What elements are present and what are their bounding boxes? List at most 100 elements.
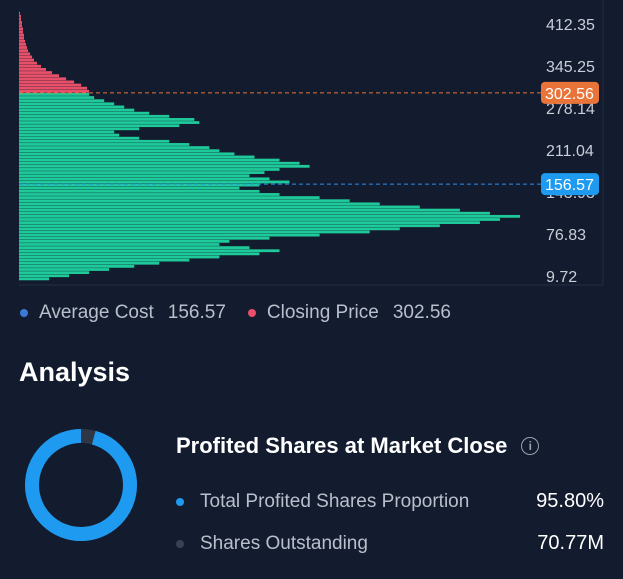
- profited-bar: [19, 102, 115, 106]
- profited-bar: [19, 180, 290, 184]
- profited-bar: [19, 96, 95, 99]
- trapped-bar: [19, 42, 27, 46]
- distribution-bars: [19, 11, 520, 281]
- profited-bar: [19, 146, 210, 149]
- profited-bar: [19, 136, 140, 140]
- closing-price-tag-bg: [541, 81, 599, 104]
- profited-bar: [19, 211, 490, 215]
- profited-bar: [19, 143, 190, 146]
- profited-bar: [19, 199, 350, 203]
- profited-bar: [19, 164, 310, 168]
- profited-bar: [19, 155, 255, 159]
- profited-bar: [19, 130, 115, 134]
- profited-shares-donut: [25, 429, 137, 541]
- shares-outstanding-row: Shares Outstanding 70.77M: [176, 532, 604, 555]
- profited-bar: [19, 218, 500, 221]
- trapped-bar: [19, 46, 28, 49]
- info-icon[interactable]: i: [521, 437, 540, 455]
- profited-proportion-label: Total Profited Shares Proportion: [200, 490, 470, 512]
- profited-bar: [19, 105, 125, 109]
- trapped-bar: [19, 86, 88, 90]
- trapped-bar: [19, 14, 22, 18]
- shares-outstanding-label: Shares Outstanding: [200, 532, 368, 554]
- profited-bar: [19, 189, 260, 193]
- trapped-bar: [19, 89, 90, 93]
- profited-bar: [19, 174, 250, 178]
- trapped-bar: [19, 39, 26, 43]
- trapped-bar: [19, 33, 25, 37]
- profited-proportion-value: 95.80%: [536, 490, 604, 512]
- profited-bar: [19, 202, 380, 206]
- profited-bar: [19, 271, 90, 275]
- average-cost-tag: 156.57: [541, 173, 599, 196]
- profited-bar: [19, 221, 480, 224]
- trapped-bar: [19, 24, 23, 28]
- trapped-bar: [19, 49, 29, 53]
- y-tick-label: 76.83: [546, 227, 586, 244]
- trapped-bar: [19, 21, 23, 24]
- chip-distribution-chart: 412.35345.25278.14211.04143.9376.839.72 …: [19, 0, 604, 286]
- profited-bar: [19, 93, 90, 96]
- profited-bar: [19, 261, 160, 265]
- profited-proportion-dot: [176, 497, 184, 506]
- profited-bar: [19, 124, 180, 128]
- profited-bar: [19, 158, 280, 162]
- trapped-bar: [19, 64, 42, 68]
- chart-legend: Average Cost 156.57 Closing Price 302.56: [20, 302, 451, 324]
- trapped-bar: [19, 77, 67, 81]
- profited-bar: [19, 183, 260, 187]
- profited-bar: [19, 214, 520, 218]
- closing-price-tag: 302.56: [541, 81, 599, 104]
- average-cost-value: 156.57: [167, 302, 226, 323]
- profited-bar: [19, 224, 440, 228]
- shares-outstanding-dot: [176, 539, 184, 548]
- profited-bar: [19, 252, 260, 256]
- profited-shares-title-text: Profited Shares at Market Close: [176, 433, 508, 458]
- donut-profited-arc: [25, 429, 137, 541]
- y-tick-label: 278.14: [546, 101, 595, 118]
- profited-bar: [19, 161, 300, 165]
- profited-bar: [19, 152, 235, 156]
- y-tick-label: 211.04: [546, 143, 594, 160]
- average-cost-dot: [20, 309, 28, 317]
- profited-bar: [19, 177, 270, 181]
- trapped-bar: [19, 30, 24, 34]
- profited-bar: [19, 168, 280, 171]
- y-tick-label: 345.25: [546, 59, 595, 76]
- closing-price-value: 302.56: [392, 302, 451, 323]
- profited-bar: [19, 111, 150, 115]
- profited-bar: [19, 139, 170, 143]
- trapped-bar: [19, 68, 47, 71]
- average-cost-label: Average Cost: [39, 302, 154, 323]
- trapped-bar: [19, 74, 60, 78]
- profited-bar: [19, 171, 265, 174]
- profited-bar: [19, 114, 170, 118]
- profited-bar: [19, 264, 135, 268]
- trapped-bar: [19, 83, 82, 87]
- profited-bar: [19, 246, 250, 250]
- average-cost-tag-text: 156.57: [545, 177, 594, 194]
- average-cost-tag-bg: [541, 173, 599, 196]
- trapped-bar: [19, 11, 21, 15]
- profited-bar: [19, 127, 140, 131]
- trapped-bar: [19, 71, 53, 74]
- trapped-bar: [19, 61, 38, 65]
- shares-outstanding-value: 70.77M: [537, 532, 604, 554]
- profited-bar: [19, 121, 200, 124]
- trapped-bar: [19, 27, 24, 31]
- profited-bar: [19, 205, 420, 209]
- y-tick-label: 9.72: [546, 269, 577, 286]
- profited-bar: [19, 243, 220, 246]
- analysis-heading: Analysis: [19, 357, 131, 387]
- trapped-bar: [19, 36, 25, 40]
- profited-bar: [19, 108, 135, 112]
- profited-bar: [19, 227, 400, 231]
- profited-bar: [19, 249, 280, 253]
- profited-bar: [19, 274, 70, 278]
- profited-bar: [19, 258, 190, 262]
- trapped-bar: [19, 17, 22, 21]
- profited-bar: [19, 133, 120, 137]
- profited-bar: [19, 208, 460, 212]
- profited-bar: [19, 193, 280, 196]
